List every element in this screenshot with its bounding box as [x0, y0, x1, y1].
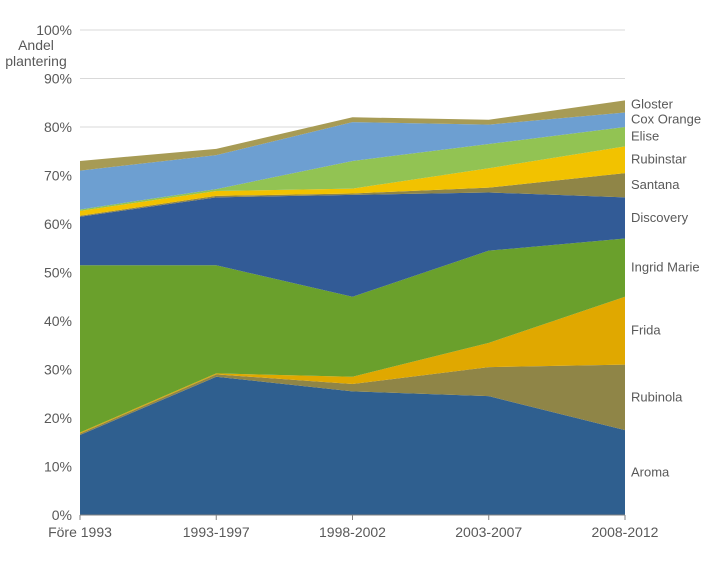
series-label-frida: Frida [631, 323, 661, 338]
series-label-cox-orange: Cox Orange [631, 112, 701, 127]
series-label-aroma: Aroma [631, 465, 670, 480]
series-label-santana: Santana [631, 177, 680, 192]
y-tick-label: 30% [44, 362, 72, 378]
y-tick-label: 50% [44, 265, 72, 281]
x-tick-label: 1998-2002 [319, 524, 386, 540]
stacked-area-chart: 0%10%20%30%40%50%60%70%80%90%100%Andelpl… [0, 0, 724, 562]
y-tick-label: 20% [44, 410, 72, 426]
series-label-gloster: Gloster [631, 97, 674, 112]
series-label-rubinola: Rubinola [631, 389, 683, 404]
series-label-ingrid-marie: Ingrid Marie [631, 260, 700, 275]
y-tick-label: 40% [44, 313, 72, 329]
y-tick-label: 90% [44, 71, 72, 87]
y-tick-label: 70% [44, 168, 72, 184]
y-tick-label: 80% [44, 119, 72, 135]
y-tick-label: 100% [36, 22, 72, 38]
x-tick-label: 1993-1997 [183, 524, 250, 540]
series-label-rubinstar: Rubinstar [631, 152, 687, 167]
x-tick-label: 2008-2012 [592, 524, 659, 540]
y-tick-label: 60% [44, 216, 72, 232]
y-tick-label: 0% [52, 507, 72, 523]
x-tick-label: 2003-2007 [455, 524, 522, 540]
x-tick-label: Före 1993 [48, 524, 112, 540]
series-label-elise: Elise [631, 129, 659, 144]
chart-svg: 0%10%20%30%40%50%60%70%80%90%100%Andelpl… [0, 0, 724, 562]
series-label-discovery: Discovery [631, 210, 689, 225]
y-tick-label: 10% [44, 459, 72, 475]
